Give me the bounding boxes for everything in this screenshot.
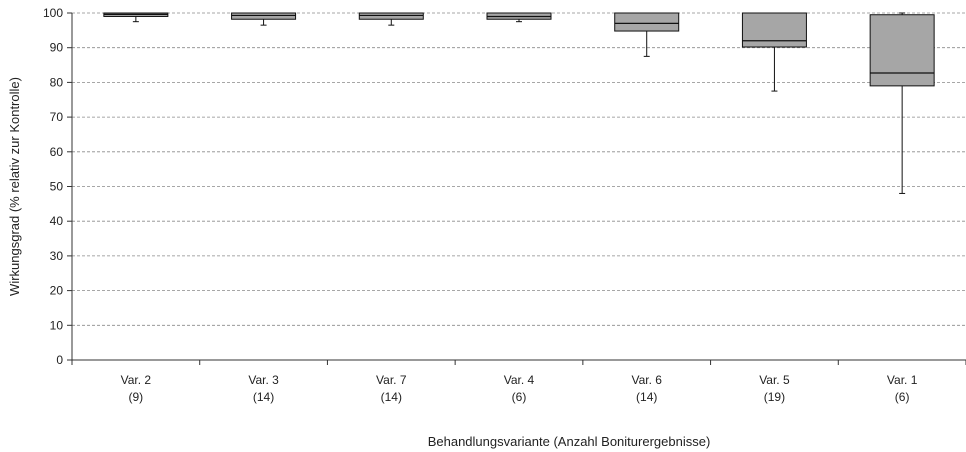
box-var-2 — [103, 12, 169, 23]
y-axis-title: Wirkungsgrad (% relativ zur Kontrolle) — [7, 77, 22, 296]
x-tick-label: Var. 7 — [376, 373, 407, 387]
box-var-5 — [741, 12, 807, 92]
y-tick-label: 70 — [50, 110, 64, 124]
y-tick-label: 40 — [50, 214, 64, 228]
x-tick-count: (14) — [636, 390, 657, 404]
box-iqr — [231, 12, 297, 20]
x-tick-label: Var. 5 — [759, 373, 790, 387]
box-iqr — [614, 12, 680, 32]
box-var-7 — [358, 12, 424, 26]
x-axis-title: Behandlungsvariante (Anzahl Boniturergeb… — [428, 434, 711, 449]
y-tick-label: 50 — [50, 180, 64, 194]
x-axis: Var. 2 (9) Var. 3 (14) Var. 7 (14) Var. 4 (6) Va… — [71, 359, 966, 404]
box-iqr — [358, 12, 424, 20]
boxes — [103, 12, 935, 194]
box-iqr — [741, 12, 807, 48]
gridlines — [72, 12, 966, 326]
x-tick-label: Var. 1 — [887, 373, 918, 387]
x-tick-count: (6) — [895, 390, 910, 404]
x-tick-count: (19) — [764, 390, 785, 404]
x-tick-label: Var. 3 — [248, 373, 279, 387]
y-tick-label: 100 — [43, 6, 63, 20]
box-iqr — [869, 14, 935, 87]
y-tick-label: 60 — [50, 145, 64, 159]
y-tick-label: 10 — [50, 318, 64, 332]
x-tick-count: (9) — [129, 390, 144, 404]
x-tick-label: Var. 6 — [631, 373, 662, 387]
box-var-3 — [231, 12, 297, 26]
y-tick-label: 0 — [56, 353, 63, 367]
x-tick-count: (14) — [381, 390, 402, 404]
y-tick-label: 80 — [50, 75, 64, 89]
y-tick-label: 30 — [50, 249, 64, 263]
box-var-4 — [486, 12, 552, 23]
box-var-1 — [869, 12, 935, 194]
x-tick-count: (6) — [512, 390, 527, 404]
x-tick-label: Var. 2 — [121, 373, 152, 387]
y-tick-label: 90 — [50, 41, 64, 55]
y-axis: 0 10 20 30 40 50 60 70 80 90 100 — [43, 6, 73, 367]
x-tick-count: (14) — [253, 390, 274, 404]
y-tick-label: 20 — [50, 284, 64, 298]
x-tick-label: Var. 4 — [504, 373, 535, 387]
box-var-6 — [614, 12, 680, 57]
